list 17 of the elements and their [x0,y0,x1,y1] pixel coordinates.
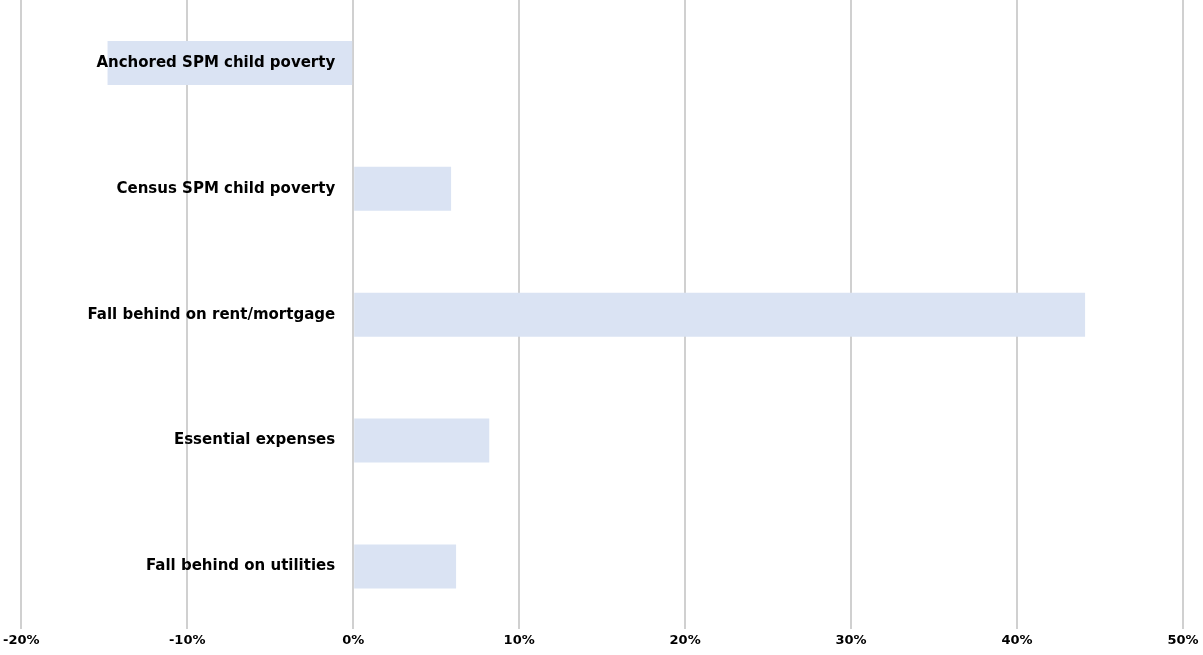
y-tick-label: Fall behind on utilities [145,556,336,575]
x-tick-label: 0% [342,631,365,647]
bar [354,544,457,589]
bar [354,292,1086,337]
bar [354,166,452,211]
x-tick-label: 20% [669,631,701,647]
y-tick-label: Essential expenses [173,430,336,449]
y-tick-label: Anchored SPM child poverty [96,52,336,71]
x-tick-label: 10% [503,631,535,647]
x-tick-label: -20% [3,631,40,647]
x-tick-label: -10% [168,631,206,647]
x-tick-label: 30% [835,631,867,647]
y-tick-label: Census SPM child poverty [116,178,336,197]
bar [354,418,490,463]
y-tick-label: Fall behind on rent/mortgage [87,304,336,323]
x-tick-label: 50% [1167,631,1199,647]
x-tick-label: 40% [1001,631,1033,647]
